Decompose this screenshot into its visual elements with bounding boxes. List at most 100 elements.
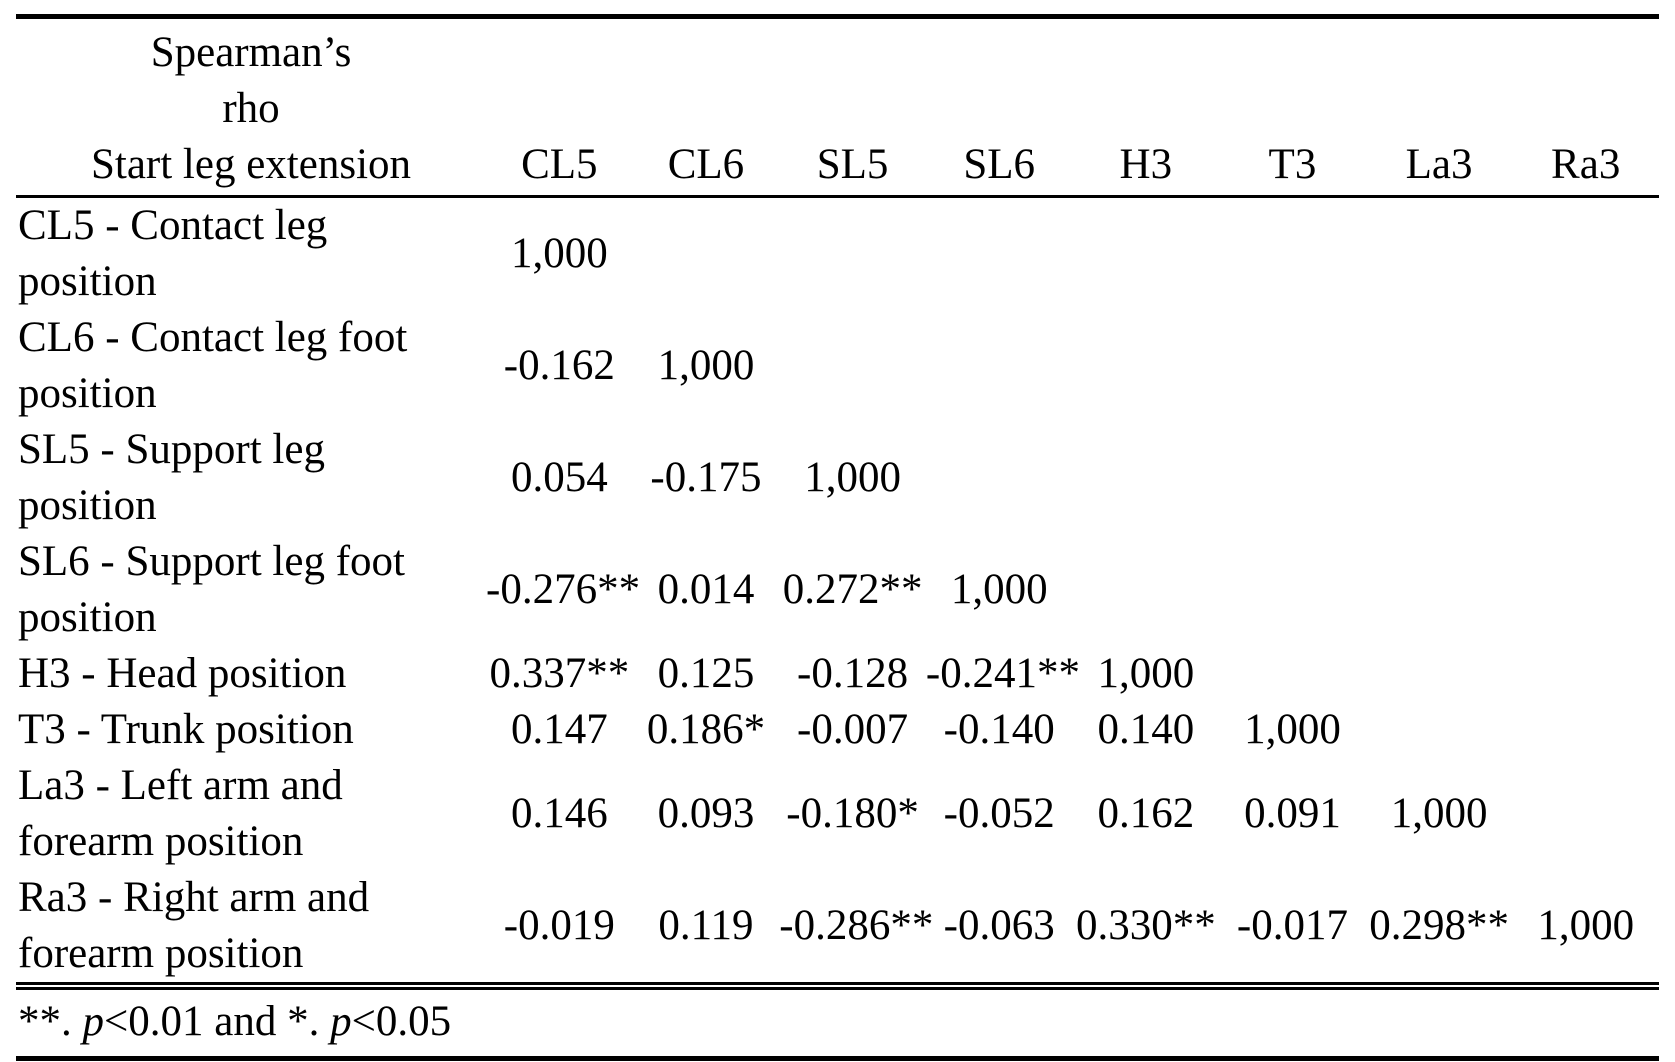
table-row: CL6 - Contact leg foot position -0.162 1…: [16, 310, 1659, 422]
corr-cell: 1,000: [804, 454, 901, 501]
column-header-cl5: CL5: [486, 16, 633, 198]
corr-cell: [926, 310, 1073, 422]
corr-cell: [1073, 197, 1220, 311]
corr-cell: -0.241**: [925, 650, 1080, 697]
row-label-sl6: SL6 - Support leg foot position: [18, 538, 405, 641]
corr-cell: [1366, 534, 1513, 646]
corr-cell: 0.147: [510, 706, 608, 753]
row-label-t3: T3 - Trunk position: [18, 706, 354, 753]
footnote-text: <0.05: [351, 998, 452, 1045]
corr-cell: [1512, 197, 1659, 311]
corr-cell: [1073, 534, 1220, 646]
corr-cell: -0.180*: [786, 790, 919, 837]
corr-cell: 1,000: [1244, 706, 1341, 753]
table-row: CL5 - Contact leg position 1,000: [16, 197, 1659, 311]
corr-cell: 1,000: [950, 566, 1048, 613]
corr-cell: 1,000: [1097, 650, 1195, 697]
corr-cell: 0.330**: [1072, 870, 1220, 990]
corr-cell: -0.017: [1219, 870, 1366, 990]
row-label-sl5: SL5 - Support leg position: [18, 426, 325, 529]
footnote-text: <0.01 and *.: [104, 998, 331, 1045]
header-row: Spearman’s rho Start leg extension CL5 C…: [16, 16, 1659, 198]
corr-cell: [1512, 646, 1659, 702]
footnote-text: **.: [18, 998, 83, 1045]
p-symbol: p: [82, 998, 105, 1045]
table-row: SL5 - Support leg position 0.054 -0.175 …: [16, 422, 1659, 534]
table-row: SL6 - Support leg foot position -0.276**…: [16, 534, 1659, 646]
corr-cell: [1219, 422, 1366, 534]
corr-cell: [779, 310, 926, 422]
column-header-sl6: SL6: [925, 16, 1073, 198]
row-label-la3: La3 - Left arm and forearm position: [18, 762, 343, 865]
corr-cell: [1366, 310, 1513, 422]
corr-cell: [779, 197, 926, 311]
corr-cell: 0.091: [1244, 790, 1341, 837]
column-header-t3: T3: [1219, 16, 1366, 198]
corr-cell: 0.186*: [646, 706, 766, 753]
column-header-ra3: Ra3: [1512, 16, 1659, 198]
corr-cell: -0.128: [797, 650, 909, 697]
table-row: H3 - Head position 0.337** 0.125 -0.128 …: [16, 646, 1659, 702]
corr-cell: 1,000: [510, 230, 608, 277]
correlation-table: Spearman’s rho Start leg extension CL5 C…: [16, 14, 1659, 990]
corr-cell: 0.337**: [489, 650, 630, 697]
significance-footnote: **. p<0.01 and *. p<0.05: [16, 990, 1659, 1061]
corr-cell: 0.140: [1097, 706, 1195, 753]
corr-cell: -0.286**: [779, 870, 933, 990]
corr-cell: 0.093: [657, 790, 755, 837]
corr-cell: -0.175: [650, 454, 762, 501]
corr-cell: [1219, 310, 1366, 422]
table-title: Spearman’s rho: [150, 29, 352, 132]
corr-cell: -0.162: [503, 342, 615, 389]
corr-cell: 0.014: [657, 566, 755, 613]
corr-cell: [1219, 646, 1366, 702]
corr-cell: 0.162: [1097, 790, 1195, 837]
row-label-ra3: Ra3 - Right arm and forearm position: [16, 870, 486, 990]
corr-cell: -0.007: [797, 706, 909, 753]
corr-cell: [633, 197, 780, 311]
corr-cell: 1,000: [657, 342, 755, 389]
row-label-h3: H3 - Head position: [18, 650, 347, 697]
row-label-cl5: CL5 - Contact leg position: [18, 202, 328, 305]
corr-cell: [1512, 422, 1659, 534]
corr-cell: [1366, 702, 1513, 758]
corr-cell: -0.140: [943, 706, 1055, 753]
corr-cell: -0.063: [925, 870, 1073, 990]
corr-cell: -0.276**: [486, 566, 641, 613]
corr-cell: 1,000: [1512, 870, 1659, 990]
corr-cell: 0.125: [657, 650, 755, 697]
corr-cell: 0.146: [510, 790, 608, 837]
column-header-sl5: SL5: [779, 16, 926, 198]
column-header-cl6: CL6: [632, 16, 780, 198]
corr-cell: 0.298**: [1365, 870, 1513, 990]
column-header-h3: H3: [1072, 16, 1220, 198]
corr-cell: [1512, 702, 1659, 758]
corr-cell: [1219, 534, 1366, 646]
corr-cell: [926, 197, 1073, 311]
corr-cell: [1512, 534, 1659, 646]
corr-cell: [1073, 310, 1220, 422]
corr-cell: [1366, 646, 1513, 702]
corr-cell: [926, 422, 1073, 534]
corr-cell: -0.019: [486, 870, 633, 990]
corr-cell: [1512, 758, 1659, 870]
table-row: T3 - Trunk position 0.147 0.186* -0.007 …: [16, 702, 1659, 758]
corr-cell: [1512, 310, 1659, 422]
corr-cell: 0.272**: [782, 566, 923, 613]
corr-cell: 0.119: [632, 870, 780, 990]
corr-cell: [1366, 422, 1513, 534]
corr-cell: 0.054: [510, 454, 608, 501]
row-variable-group-label: Start leg extension: [90, 141, 412, 188]
corr-cell: [1073, 422, 1220, 534]
corr-cell: [1219, 197, 1366, 311]
table-corner-header: Spearman’s rho Start leg extension: [16, 16, 486, 198]
table-row: La3 - Left arm and forearm position 0.14…: [16, 758, 1659, 870]
table-row: Ra3 - Right arm and forearm position -0.…: [16, 870, 1659, 990]
corr-cell: 1,000: [1390, 790, 1488, 837]
column-header-la3: La3: [1365, 16, 1513, 198]
corr-cell: -0.052: [943, 790, 1055, 837]
p-symbol: p: [330, 998, 352, 1045]
row-label-cl6: CL6 - Contact leg foot position: [18, 314, 408, 417]
corr-cell: [1366, 197, 1513, 311]
